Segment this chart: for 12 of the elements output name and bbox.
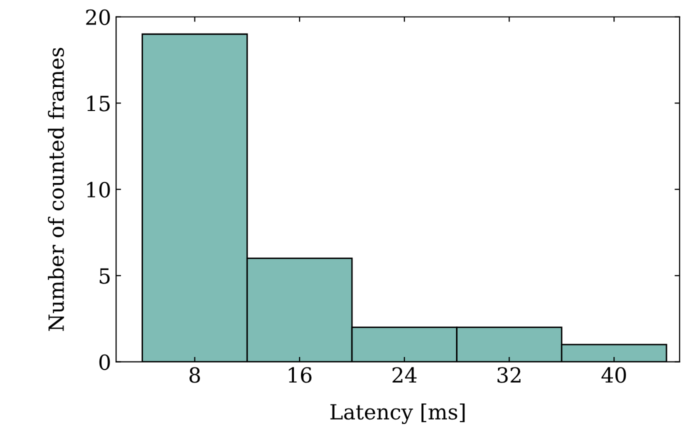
y-tick-label: 0: [99, 354, 110, 370]
x-tick-label: 8: [190, 367, 200, 383]
x-tick-label: 24: [392, 367, 417, 383]
x-tick-label: 40: [601, 367, 626, 383]
x-tick-label: 32: [498, 367, 520, 383]
y-tick-label: 20: [86, 9, 110, 26]
y-tick-label: 15: [87, 96, 110, 112]
y-tick-label: 5: [100, 268, 110, 284]
y-tick-label: 10: [87, 182, 110, 198]
y-axis-title: Number of counted frames: [48, 48, 64, 331]
x-tick-label: 16: [288, 367, 312, 383]
x-axis-title: Latency [ms]: [330, 404, 465, 424]
